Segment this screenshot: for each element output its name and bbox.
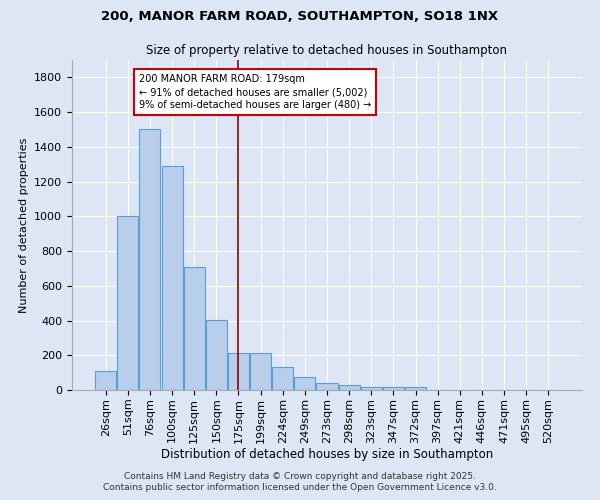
Bar (139, 130, 160, 390)
Text: 200 MANOR FARM ROAD: 179sqm
← 91% of detached houses are smaller (5,002)
9% of s: 200 MANOR FARM ROAD: 179sqm ← 91% of det… (139, 74, 371, 110)
Title: Size of property relative to detached houses in Southampton: Size of property relative to detached ho… (146, 44, 508, 58)
Bar (95, 371, 116, 390)
Bar (184, 266, 205, 390)
Bar (361, 388, 382, 390)
Bar (338, 385, 359, 390)
Bar (295, 377, 316, 390)
Bar (383, 386, 404, 390)
Bar (316, 383, 338, 390)
Text: 200, MANOR FARM ROAD, SOUTHAMPTON, SO18 1NX: 200, MANOR FARM ROAD, SOUTHAMPTON, SO18 … (101, 10, 499, 23)
Bar (206, 320, 227, 390)
Bar (228, 352, 249, 390)
X-axis label: Distribution of detached houses by size in Southampton: Distribution of detached houses by size … (161, 448, 493, 462)
Bar (161, 166, 182, 390)
Y-axis label: Number of detached properties: Number of detached properties (19, 138, 29, 312)
Bar (272, 366, 293, 390)
Bar (250, 352, 271, 390)
Bar (405, 386, 426, 390)
Text: Contains HM Land Registry data © Crown copyright and database right 2025.
Contai: Contains HM Land Registry data © Crown c… (103, 472, 497, 492)
Bar (118, 216, 139, 390)
